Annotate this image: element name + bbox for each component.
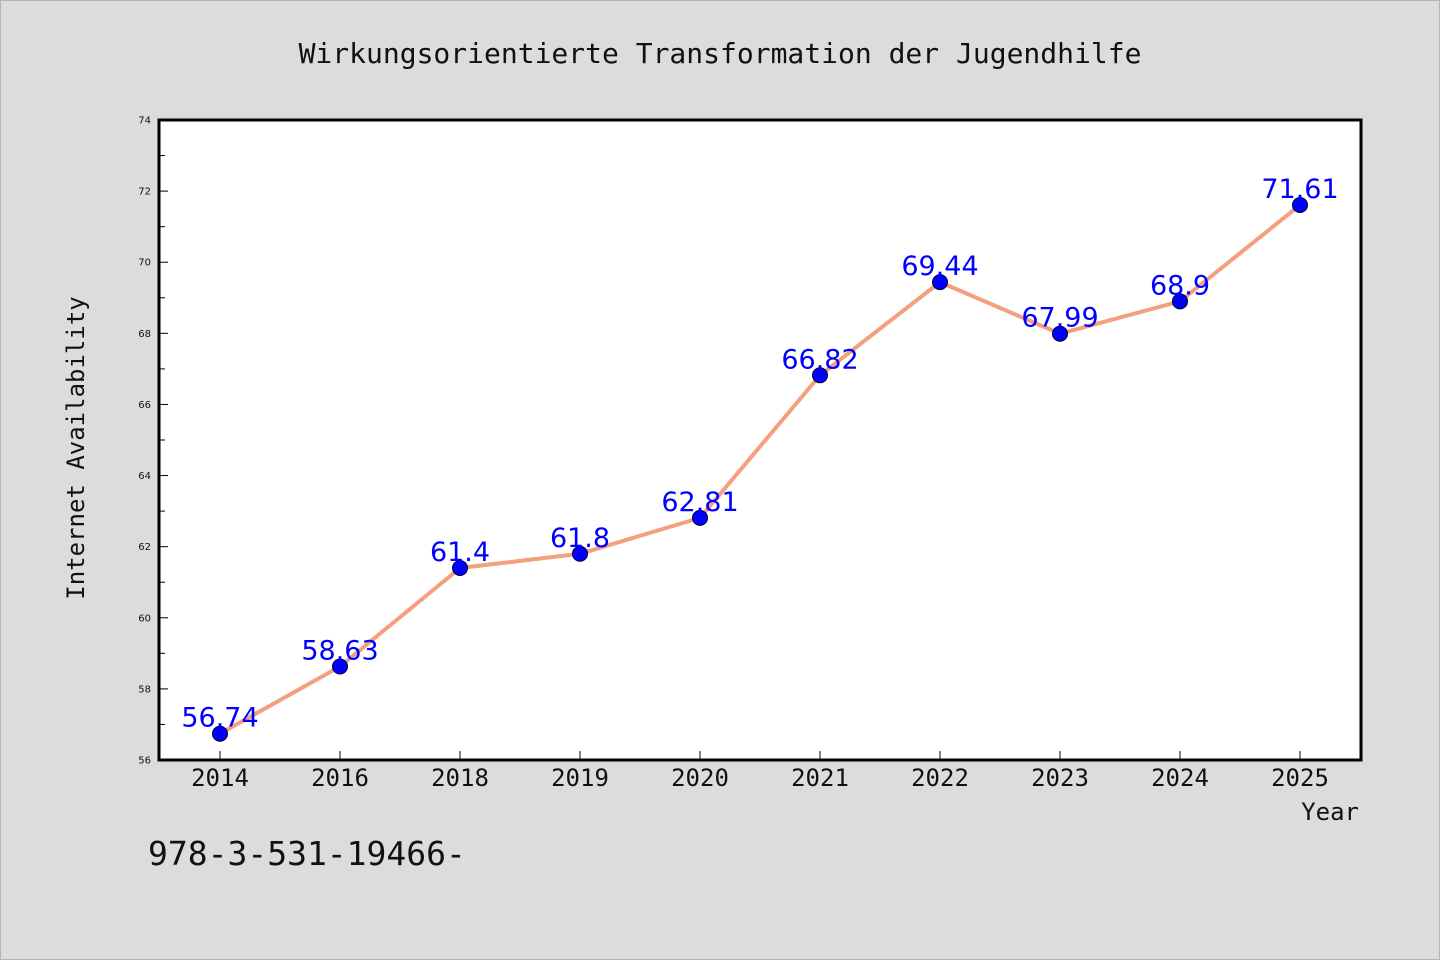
y-axis: 56 58 60 62 64 66 68 70 72 74	[138, 116, 168, 767]
x-tick-label-2016: 2016	[311, 764, 369, 792]
x-tick-label-2019: 2019	[551, 764, 609, 792]
data-label-2019: 61.8	[550, 523, 610, 554]
y-tick-label-64: 64	[138, 471, 151, 482]
series-temperature-line	[212, 196, 1308, 742]
y-axis-label: Internet Availability	[62, 296, 90, 599]
y-tick-label-70: 70	[138, 258, 151, 269]
y-tick-label-62: 62	[138, 542, 151, 553]
chart-title: Wirkungsorientierte Transformation der J…	[299, 37, 1142, 70]
x-tick-label-2014: 2014	[191, 764, 249, 792]
data-point-2025	[1292, 196, 1308, 213]
y-tick-label-66: 66	[138, 400, 151, 411]
data-point-2024	[1172, 293, 1188, 310]
x-tick-label-2023: 2023	[1031, 764, 1089, 792]
data-label-2021: 66.82	[781, 344, 858, 375]
data-point-2023	[1052, 325, 1068, 342]
y-tick-label-56: 56	[138, 756, 151, 767]
data-label-2014: 56.74	[181, 703, 258, 734]
x-tick-label-2020: 2020	[671, 764, 729, 792]
y-tick-label-60: 60	[138, 613, 151, 624]
data-label-2023: 67.99	[1021, 303, 1098, 334]
x-tick-label-2022: 2022	[911, 764, 969, 792]
data-label-2016: 58.63	[301, 635, 378, 666]
data-point-2016	[332, 658, 348, 675]
data-point-2022	[932, 274, 948, 291]
data-label-2024: 68.9	[1150, 270, 1210, 301]
x-tick-label-2025: 2025	[1271, 764, 1329, 792]
footnote-isbn: 978-3-531-19466-	[148, 834, 466, 873]
x-tick-label-2024: 2024	[1151, 764, 1209, 792]
y-tick-label-68: 68	[138, 329, 151, 340]
series-line	[218, 202, 1302, 736]
plot-area	[157, 118, 1363, 762]
y-tick-label-58: 58	[138, 684, 151, 695]
x-tick-label-2018: 2018	[431, 764, 489, 792]
x-axis: 2014 2016 2018 2019 2020 2021 2022 2023 2024 2025	[191, 751, 1329, 792]
data-point-2021	[812, 367, 828, 384]
data-label-2022: 69.44	[901, 251, 978, 282]
data-point-2019	[572, 545, 588, 562]
data-labels: 56.74 58.63 61.4 61.8 62.81 66.82 69.44 67.99 68…	[181, 174, 1338, 734]
data-point-2020	[692, 509, 708, 526]
y-tick-label-74: 74	[138, 116, 151, 127]
data-point-2014	[212, 725, 228, 742]
x-tick-label-2021: 2021	[791, 764, 849, 792]
data-label-2025: 71.61	[1261, 174, 1338, 205]
x-axis-label: Year	[1301, 798, 1359, 826]
data-label-2020: 62.81	[661, 487, 738, 518]
data-point-2018	[452, 560, 468, 576]
y-tick-label-72: 72	[138, 187, 151, 198]
data-label-2018: 61.4	[430, 537, 490, 568]
